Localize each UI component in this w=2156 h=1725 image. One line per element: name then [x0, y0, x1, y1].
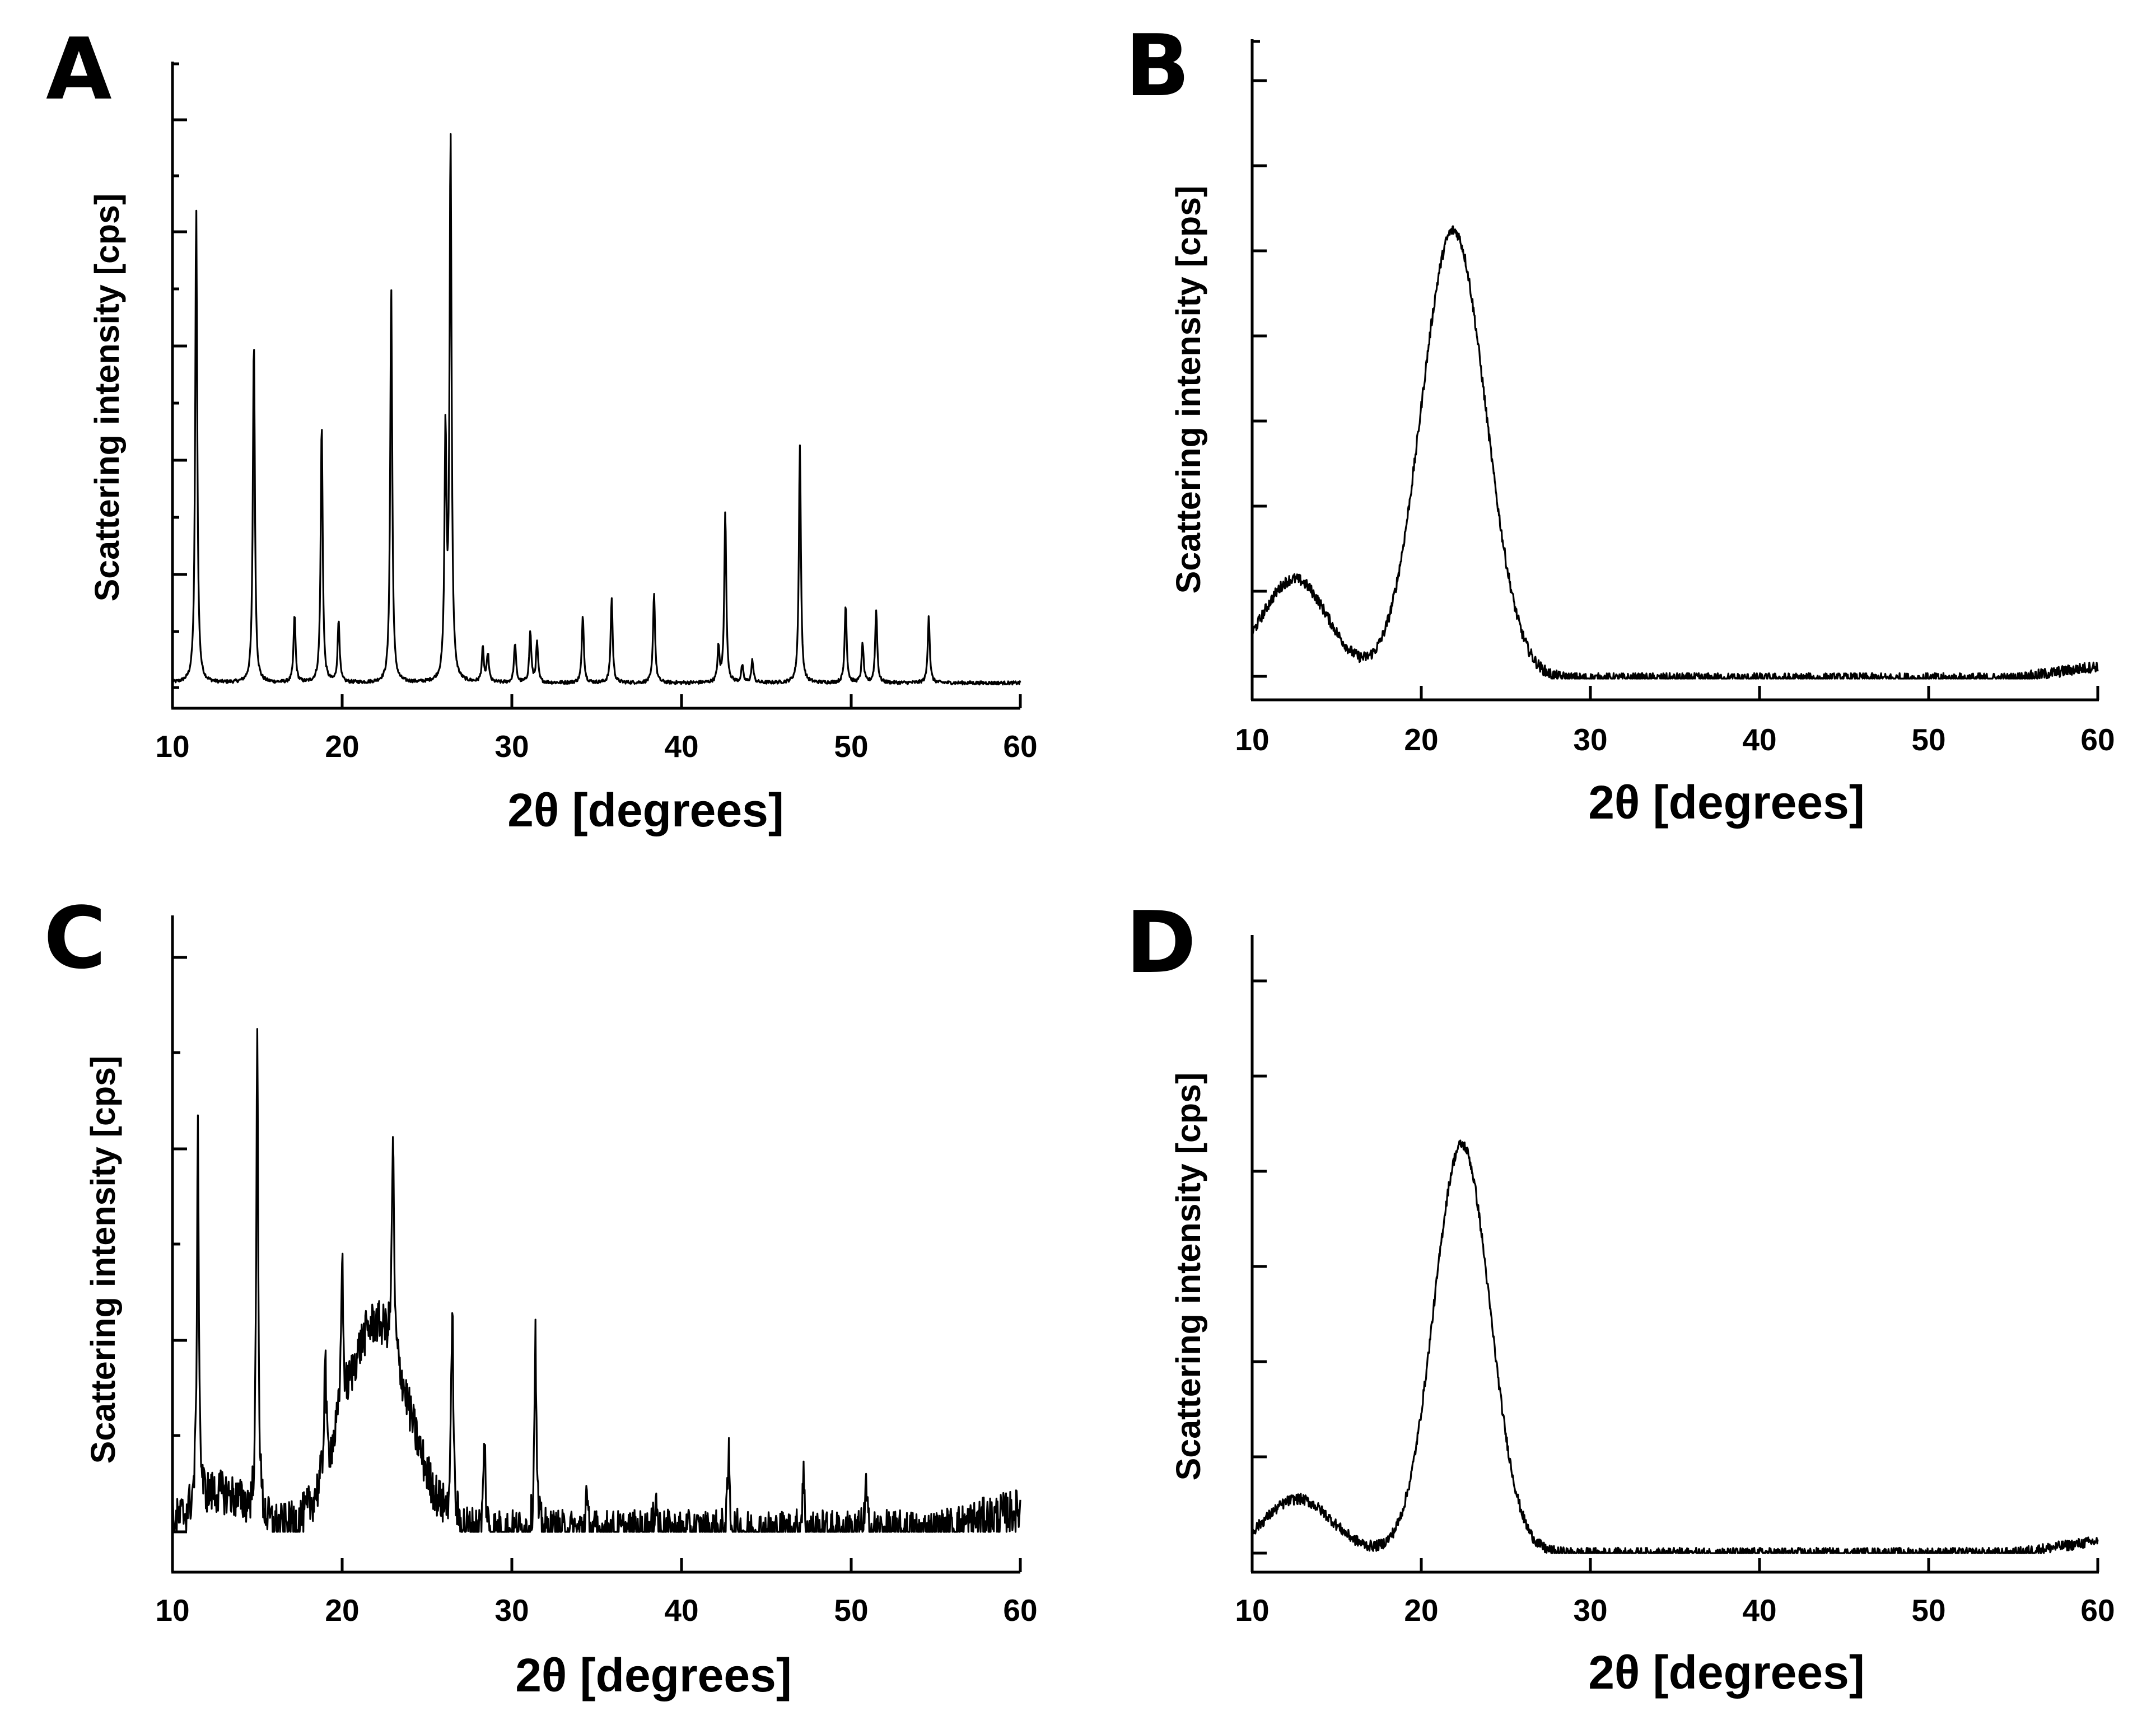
panel-b: B Scattering intensity [cps] 2θ [degrees… — [1125, 16, 2115, 829]
panel-c-x-tick-label: 10 — [155, 1593, 189, 1628]
panel-d-x-tick-label: 30 — [1573, 1593, 1607, 1628]
panel-b-x-tick-label: 60 — [2080, 722, 2115, 757]
panel-c-x-axis-title: 2θ [degrees] — [515, 1649, 792, 1701]
panel-c-diffraction-trace — [171, 1028, 1021, 1533]
panel-c-x-tick-label: 40 — [664, 1593, 698, 1628]
panel-d-x-tick-label: 60 — [2080, 1593, 2115, 1628]
panel-a-x-tick-label: 20 — [325, 729, 359, 764]
panel-a-x-tick-label: 50 — [834, 729, 868, 764]
panel-a-x-tick-label: 10 — [155, 729, 189, 764]
panel-c-y-axis-title: Scattering intensity [cps] — [84, 1056, 122, 1464]
panel-letter-b: B — [1125, 16, 1190, 115]
panel-d-x-tick-label: 10 — [1235, 1593, 1269, 1628]
panel-d-y-axis-title: Scattering intensity [cps] — [1169, 1073, 1207, 1481]
panel-d-diffraction-trace — [1251, 1139, 2099, 1554]
panel-a-diffraction-trace — [171, 133, 1021, 686]
panel-letter-a: A — [46, 20, 112, 119]
panel-letter-d: D — [1126, 893, 1196, 992]
panel-d-x-axis-title: 2θ [degrees] — [1588, 1646, 1865, 1699]
panel-a-x-tick-label: 60 — [1003, 729, 1037, 764]
panel-a: A Scattering intensity [cps] 2θ [degrees… — [46, 20, 1038, 836]
panel-c-x-tick-label: 60 — [1003, 1593, 1037, 1628]
panel-b-x-tick-label: 10 — [1235, 722, 1269, 757]
panel-b-x-tick-label: 40 — [1742, 722, 1776, 757]
panel-b-diffraction-trace — [1251, 225, 2099, 680]
panel-c-x-tick-label: 20 — [325, 1593, 359, 1628]
panel-d-x-tick-label: 20 — [1404, 1593, 1438, 1628]
panel-c-x-tick-label: 30 — [494, 1593, 529, 1628]
panel-b-x-tick-label: 50 — [1911, 722, 1945, 757]
panel-d-x-tick-label: 50 — [1911, 1593, 1945, 1628]
panel-c-x-tick-label: 50 — [834, 1593, 868, 1628]
panel-b-y-axis-title: Scattering intensity [cps] — [1169, 186, 1207, 594]
panel-b-x-tick-label: 20 — [1404, 722, 1438, 757]
panel-d-x-tick-label: 40 — [1742, 1593, 1776, 1628]
panel-a-x-tick-label: 30 — [494, 729, 529, 764]
panel-a-x-tick-label: 40 — [664, 729, 698, 764]
panel-letter-c: C — [44, 889, 106, 988]
panel-c: C Scattering intensity [cps] 2θ [degrees… — [44, 889, 1038, 1701]
panel-b-x-tick-label: 30 — [1573, 722, 1607, 757]
panel-b-x-axis-title: 2θ [degrees] — [1588, 776, 1865, 829]
panel-d: D Scattering intensity [cps] 2θ [degrees… — [1126, 893, 2115, 1699]
panel-a-y-axis-title: Scattering intensity [cps] — [88, 194, 126, 602]
panel-a-x-axis-title: 2θ [degrees] — [507, 784, 784, 836]
